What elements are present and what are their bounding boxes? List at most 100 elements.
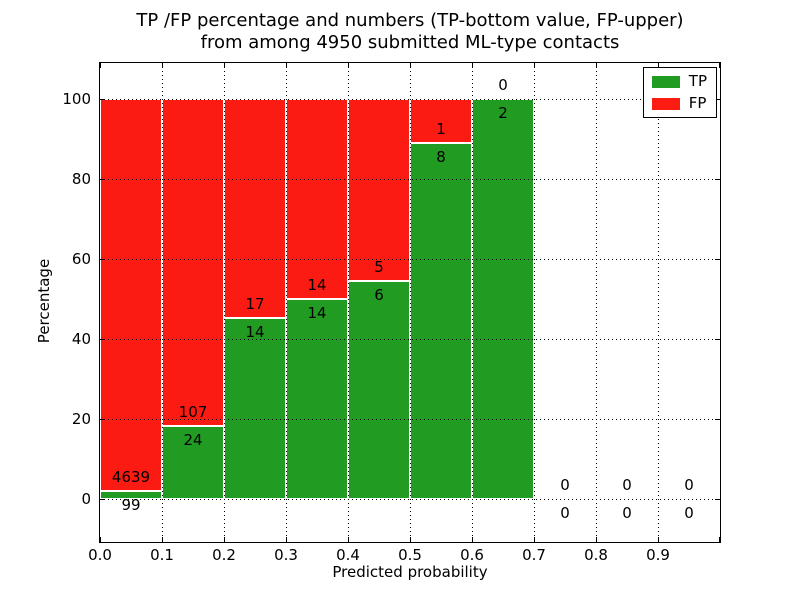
gridline-vertical xyxy=(286,63,287,542)
chart-title: TP /FP percentage and numbers (TP-bottom… xyxy=(99,10,721,54)
bar-segment-fp xyxy=(224,99,286,319)
x-tick-mark xyxy=(596,63,597,68)
x-tick-mark xyxy=(596,537,597,542)
bar-count-tp: 0 xyxy=(684,504,694,522)
bar-count-fp: 107 xyxy=(178,402,208,421)
bar-count-fp: 0 xyxy=(622,476,632,494)
x-tick-mark xyxy=(658,63,659,68)
y-tick-mark xyxy=(100,179,105,180)
x-tick-label: 0.6 xyxy=(460,546,484,564)
y-tick-label: 60 xyxy=(71,250,91,268)
bar-segment-tp xyxy=(286,299,348,499)
bar-segment-fp xyxy=(286,99,348,299)
gridline-vertical xyxy=(348,63,349,542)
gridline-vertical xyxy=(224,63,225,542)
bar-segment-tp xyxy=(100,490,162,499)
bar-count-fp: 0 xyxy=(560,476,570,494)
bar-count-fp: 14 xyxy=(307,276,327,294)
x-tick-mark xyxy=(410,537,411,542)
fp-color-swatch xyxy=(651,97,680,110)
y-tick-mark xyxy=(100,499,105,500)
bar-count-tp: 14 xyxy=(307,304,327,322)
bar-segment-fp xyxy=(100,99,162,491)
x-tick-label: 0.9 xyxy=(646,546,670,564)
y-tick-label: 100 xyxy=(62,90,91,108)
x-tick-mark xyxy=(286,63,287,68)
bar-segment-tp xyxy=(224,318,286,499)
gridline-vertical xyxy=(472,63,473,542)
x-tick-mark xyxy=(100,63,101,68)
x-tick-mark xyxy=(224,63,225,68)
bar-segment-tp xyxy=(472,99,534,499)
x-tick-label: 0.3 xyxy=(274,546,298,564)
x-tick-mark xyxy=(410,63,411,68)
legend-item-fp: FP xyxy=(651,94,707,112)
tp-color-swatch xyxy=(651,75,680,88)
bar-count-tp: 99 xyxy=(121,495,141,514)
legend-item-tp: TP xyxy=(651,72,707,90)
y-tick-mark xyxy=(100,259,105,260)
bar-count-tp: 24 xyxy=(183,430,203,449)
y-tick-mark xyxy=(715,179,720,180)
x-axis-label: Predicted probability xyxy=(332,563,488,581)
x-tick-mark xyxy=(162,537,163,542)
x-tick-mark xyxy=(348,63,349,68)
bar-count-tp: 14 xyxy=(245,323,265,342)
x-tick-mark xyxy=(534,63,535,68)
gridline-vertical xyxy=(596,63,597,542)
bar-count-fp: 5 xyxy=(374,257,384,276)
x-tick-label: 0.8 xyxy=(584,546,608,564)
x-tick-mark xyxy=(658,537,659,542)
x-tick-label: 0.2 xyxy=(212,546,236,564)
x-tick-mark xyxy=(719,63,720,68)
bar-count-tp: 8 xyxy=(436,148,446,167)
bar-segment-tp xyxy=(348,280,410,499)
y-tick-mark xyxy=(715,499,720,500)
bar-count-fp: 0 xyxy=(684,476,694,494)
x-tick-mark xyxy=(472,537,473,542)
y-tick-mark xyxy=(100,339,105,340)
y-tick-mark xyxy=(715,419,720,420)
x-tick-mark xyxy=(162,63,163,68)
y-tick-mark xyxy=(715,259,720,260)
bar-count-tp: 0 xyxy=(560,504,570,522)
y-tick-mark xyxy=(100,419,105,420)
legend: TP FP xyxy=(642,67,717,118)
x-tick-label: 0.7 xyxy=(522,546,546,564)
y-tick-label: 40 xyxy=(71,330,91,348)
plot-area: TP FP 4639 99 107 24 17 14 14 14 5 6 1 8 0 2 0 0 0 0 0 0 xyxy=(99,62,721,543)
x-tick-mark xyxy=(719,537,720,542)
bar-count-fp: 17 xyxy=(245,295,265,314)
y-tick-mark xyxy=(715,339,720,340)
bar-count-fp: 0 xyxy=(498,76,508,94)
y-tick-mark xyxy=(715,99,720,100)
bar-segment-fp xyxy=(162,99,224,426)
x-tick-mark xyxy=(534,537,535,542)
x-tick-mark xyxy=(100,537,101,542)
x-tick-label: 0.5 xyxy=(398,546,422,564)
x-tick-mark xyxy=(286,537,287,542)
gridline-vertical xyxy=(534,63,535,542)
chart-title-line1: TP /FP percentage and numbers (TP-bottom… xyxy=(136,10,684,31)
x-tick-mark xyxy=(472,63,473,68)
legend-label-fp: FP xyxy=(688,94,707,112)
gridline-vertical xyxy=(162,63,163,542)
x-tick-label: 0.4 xyxy=(336,546,360,564)
bar-count-fp: 1 xyxy=(436,120,446,139)
bar-segment-tp xyxy=(410,143,472,499)
y-tick-label: 20 xyxy=(71,410,91,428)
x-tick-label: 0.0 xyxy=(88,546,112,564)
x-tick-mark xyxy=(348,537,349,542)
bar-count-fp: 4639 xyxy=(111,467,151,486)
gridline-vertical xyxy=(410,63,411,542)
legend-label-tp: TP xyxy=(688,72,707,90)
x-tick-label: 0.1 xyxy=(150,546,174,564)
bar-segment-tp xyxy=(162,425,224,499)
y-tick-mark xyxy=(100,99,105,100)
y-tick-label: 80 xyxy=(71,170,91,188)
bar-segment-fp xyxy=(348,99,410,281)
x-tick-mark xyxy=(224,537,225,542)
bar-count-tp: 0 xyxy=(622,504,632,522)
gridline-vertical xyxy=(658,63,659,542)
bar-count-tp: 2 xyxy=(498,104,508,122)
